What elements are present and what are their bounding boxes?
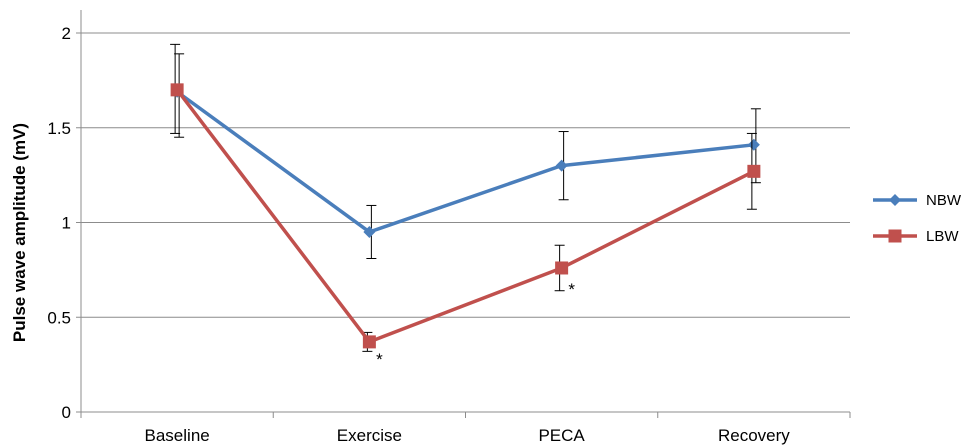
- significance-marker: *: [376, 350, 383, 369]
- data-point: [555, 261, 569, 275]
- series-lbw: [170, 43, 761, 352]
- legend-marker: [889, 194, 901, 206]
- x-tick-label: PECA: [538, 426, 585, 445]
- legend: NBW LBW: [873, 192, 962, 245]
- x-tick-label: Exercise: [337, 426, 402, 445]
- data-point: [170, 83, 184, 97]
- series-layer: [170, 43, 761, 352]
- x-tick-labels: Baseline Exercise PECA Recovery: [145, 426, 791, 445]
- y-tick-label: 1.5: [47, 119, 71, 138]
- series-line: [176, 90, 755, 234]
- legend-item-lbw: LBW: [873, 228, 959, 245]
- y-axis-title: Pulse wave amplitude (mV): [10, 123, 29, 342]
- y-tick-label: 0.5: [47, 308, 71, 327]
- y-tick-label: 1: [62, 214, 71, 233]
- data-point: [747, 138, 760, 151]
- y-tick-label: 0: [62, 403, 71, 422]
- x-tick-label: Recovery: [718, 426, 790, 445]
- grid: [81, 32, 850, 318]
- legend-item-nbw: NBW: [873, 192, 962, 209]
- significance-marker: *: [568, 280, 575, 299]
- data-point: [362, 335, 376, 349]
- annotations: **: [376, 280, 575, 369]
- x-tick-label: Baseline: [145, 426, 210, 445]
- legend-label: LBW: [926, 228, 959, 245]
- data-point: [747, 164, 761, 178]
- data-point: [555, 159, 568, 172]
- legend-label: NBW: [926, 192, 962, 209]
- y-tick-labels: 0 0.5 1 1.5 2: [47, 24, 71, 422]
- legend-marker: [888, 229, 902, 243]
- y-tick-label: 2: [62, 24, 71, 43]
- data-point: [363, 225, 376, 238]
- series-line: [175, 88, 755, 344]
- series-nbw: [171, 53, 761, 260]
- axes: [76, 10, 851, 418]
